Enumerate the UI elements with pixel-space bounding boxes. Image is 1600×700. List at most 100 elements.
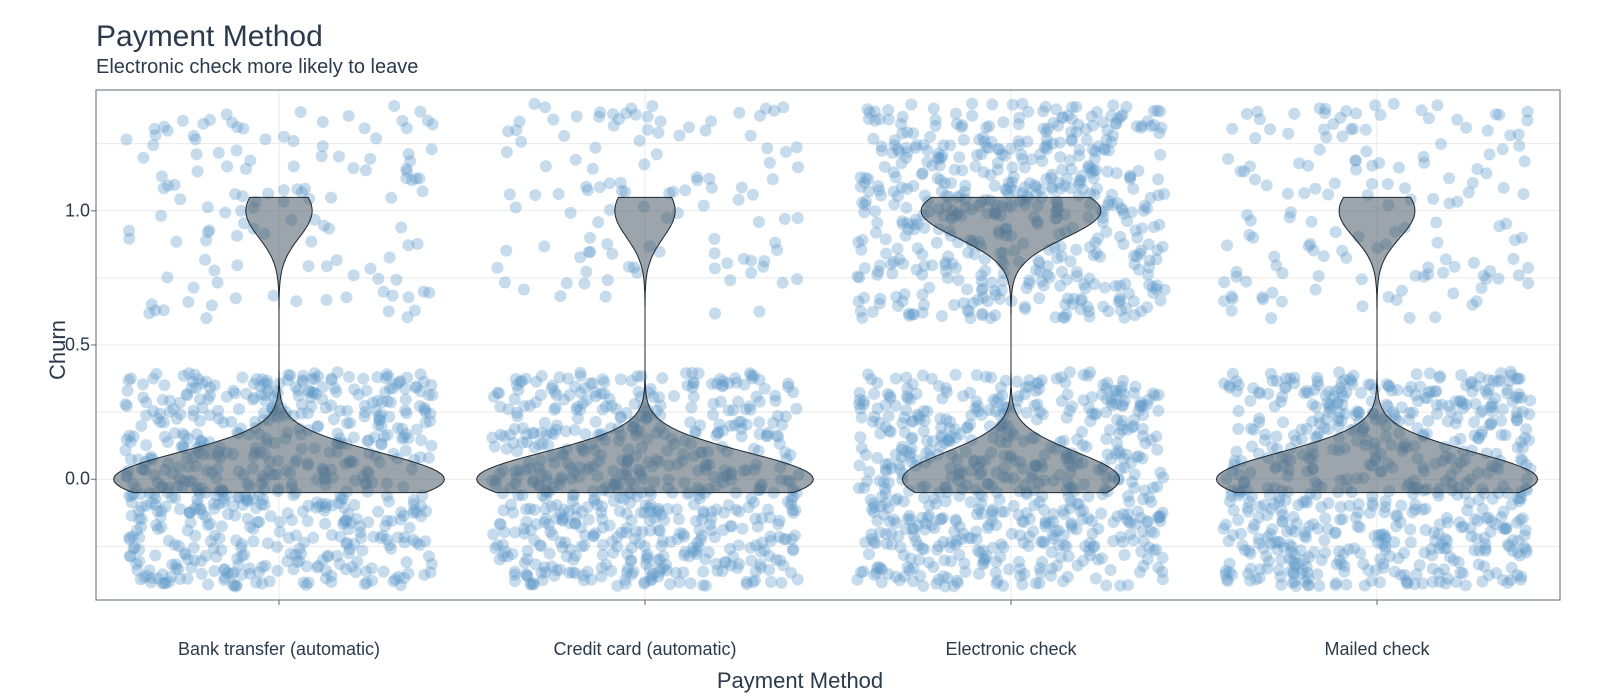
jitter-point <box>556 514 568 526</box>
jitter-point <box>540 160 552 172</box>
jitter-point <box>1350 409 1362 421</box>
jitter-point <box>1320 103 1332 115</box>
jitter-point <box>1519 155 1531 167</box>
jitter-point <box>1514 514 1526 526</box>
jitter-point <box>995 382 1007 394</box>
jitter-point <box>868 411 880 423</box>
jitter-point <box>697 566 709 578</box>
jitter-point <box>1097 301 1109 313</box>
jitter-point <box>290 295 302 307</box>
jitter-point <box>725 520 737 532</box>
jitter-point <box>510 373 522 385</box>
jitter-point <box>634 135 646 147</box>
jitter-point <box>1152 173 1164 185</box>
jitter-point <box>673 513 685 525</box>
jitter-point <box>1084 366 1096 378</box>
jitter-point <box>887 147 899 159</box>
jitter-point <box>1091 247 1103 259</box>
jitter-point <box>296 408 308 420</box>
jitter-point <box>1034 562 1046 574</box>
jitter-point <box>1309 183 1321 195</box>
jitter-point <box>595 388 607 400</box>
jitter-point <box>1154 105 1166 117</box>
jitter-point <box>388 575 400 587</box>
jitter-point <box>918 543 930 555</box>
jitter-point <box>1062 571 1074 583</box>
jitter-point <box>305 236 317 248</box>
jitter-point <box>206 299 218 311</box>
jitter-point <box>1070 244 1082 256</box>
jitter-point <box>568 554 580 566</box>
jitter-point <box>366 575 378 587</box>
jitter-point <box>1123 287 1135 299</box>
jitter-point <box>247 535 259 547</box>
jitter-point <box>1041 139 1053 151</box>
jitter-point <box>303 260 315 272</box>
jitter-point <box>988 394 1000 406</box>
jitter-point <box>905 433 917 445</box>
jitter-point <box>1218 276 1230 288</box>
jitter-point <box>517 437 529 449</box>
jitter-point <box>986 509 998 521</box>
jitter-point <box>247 523 259 535</box>
jitter-point <box>1484 148 1496 160</box>
jitter-point <box>550 424 562 436</box>
jitter-point <box>744 367 756 379</box>
jitter-point <box>1142 553 1154 565</box>
jitter-point <box>219 563 231 575</box>
jitter-point <box>231 121 243 133</box>
jitter-point <box>685 402 697 414</box>
jitter-point <box>1265 312 1277 324</box>
jitter-point <box>618 493 630 505</box>
jitter-point <box>860 449 872 461</box>
jitter-point <box>950 369 962 381</box>
jitter-point <box>1142 115 1154 127</box>
jitter-point <box>1076 426 1088 438</box>
jitter-point <box>855 244 867 256</box>
jitter-point <box>343 371 355 383</box>
jitter-point <box>745 267 757 279</box>
jitter-point <box>998 506 1010 518</box>
jitter-point <box>564 389 576 401</box>
jitter-point <box>721 257 733 269</box>
jitter-point <box>936 392 948 404</box>
jitter-point <box>565 207 577 219</box>
jitter-point <box>344 417 356 429</box>
jitter-point <box>230 292 242 304</box>
jitter-point <box>1033 292 1045 304</box>
jitter-point <box>214 532 226 544</box>
jitter-point <box>1313 411 1325 423</box>
jitter-point <box>415 434 427 446</box>
jitter-point <box>1095 508 1107 520</box>
jitter-point <box>880 399 892 411</box>
jitter-point <box>150 368 162 380</box>
jitter-point <box>655 115 667 127</box>
jitter-point <box>749 574 761 586</box>
jitter-point <box>857 565 869 577</box>
jitter-point <box>121 433 133 445</box>
jitter-point <box>724 274 736 286</box>
jitter-point <box>615 373 627 385</box>
jitter-point <box>499 276 511 288</box>
jitter-point <box>1485 417 1497 429</box>
jitter-point <box>1157 507 1169 519</box>
jitter-point <box>863 548 875 560</box>
plot-svg <box>0 0 1600 700</box>
jitter-point <box>1059 312 1071 324</box>
jitter-point <box>1142 516 1154 528</box>
jitter-point <box>1482 125 1494 137</box>
jitter-point <box>1298 187 1310 199</box>
jitter-point <box>777 277 789 289</box>
jitter-point <box>537 574 549 586</box>
jitter-point <box>1330 579 1342 591</box>
jitter-point <box>529 442 541 454</box>
jitter-point <box>1120 302 1132 314</box>
jitter-point <box>698 200 710 212</box>
jitter-point <box>1399 182 1411 194</box>
jitter-point <box>736 523 748 535</box>
jitter-point <box>631 267 643 279</box>
jitter-point <box>1088 278 1100 290</box>
jitter-point <box>958 134 970 146</box>
jitter-point <box>959 566 971 578</box>
jitter-point <box>1512 535 1524 547</box>
